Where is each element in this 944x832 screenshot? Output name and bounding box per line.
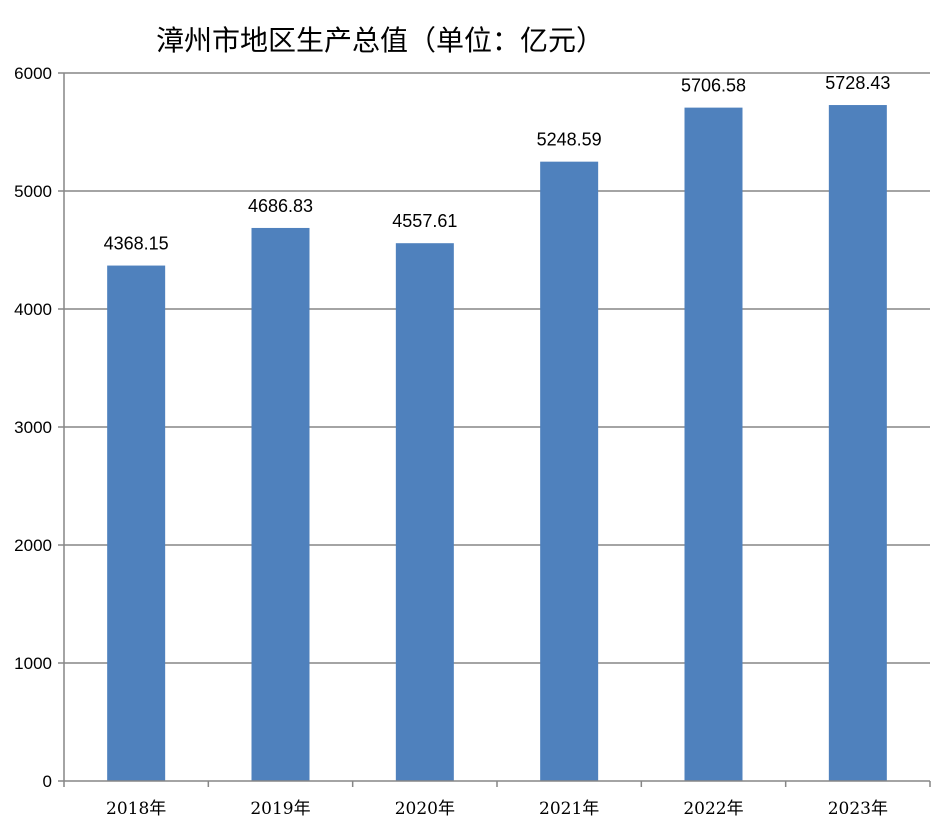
bar — [395, 243, 454, 781]
data-labels: 4368.15 4686.83 4557.61 5248.59 5706.58 5728.… — [104, 73, 891, 254]
bar — [540, 161, 599, 781]
data-label: 4557.61 — [392, 211, 457, 231]
chart-title: 漳州市地区生产总值（单位：亿元） — [156, 24, 604, 57]
gridlines — [64, 72, 930, 664]
bar — [251, 227, 310, 782]
data-label: 5248.59 — [537, 130, 602, 150]
x-tick-label: 2020年 — [395, 799, 455, 819]
y-tick-label: 5000 — [14, 182, 52, 201]
axes: 0 1000 2000 3000 4000 5000 6000 2018年 2019年 2020年… — [14, 64, 931, 819]
x-tick-label: 2019年 — [250, 799, 310, 819]
data-label: 5706.58 — [681, 76, 746, 96]
x-tick-label: 2022年 — [683, 799, 743, 819]
y-tick-label: 4000 — [14, 300, 52, 319]
data-label: 4368.15 — [104, 234, 169, 254]
y-tick-label: 1000 — [14, 654, 52, 673]
y-tick-label: 0 — [43, 772, 52, 791]
x-tick-label: 2018年 — [106, 799, 166, 819]
bars — [107, 105, 887, 782]
bar — [684, 107, 743, 782]
y-tick-label: 2000 — [14, 536, 52, 555]
x-tick-label: 2021年 — [539, 799, 599, 819]
data-label: 4686.83 — [248, 196, 313, 216]
y-tick-label: 3000 — [14, 418, 52, 437]
x-tick-label: 2023年 — [828, 799, 888, 819]
y-tick-label: 6000 — [14, 64, 52, 83]
bar — [107, 265, 166, 781]
bar — [828, 105, 887, 781]
data-label: 5728.43 — [825, 73, 890, 93]
